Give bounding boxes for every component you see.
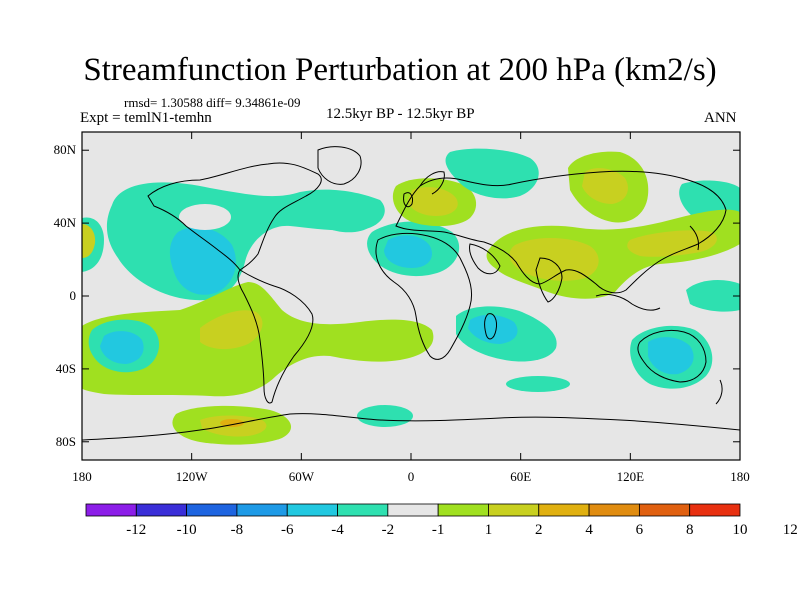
- colorbar-swatch: [286, 503, 338, 517]
- colorbar-swatch: [538, 503, 590, 517]
- plot-title: Streamfunction Perturbation at 200 hPa (…: [83, 52, 717, 88]
- lat-tick-label: 80N: [54, 142, 77, 157]
- coast-japan: [689, 225, 699, 251]
- experiment-label: Expt = temlN1-temhn: [80, 110, 212, 126]
- contour-sw-pacific-inner: [100, 331, 144, 364]
- coast-africa: [375, 232, 473, 360]
- coast-new-zealand: [715, 379, 723, 405]
- contour-west-pacific: [686, 280, 740, 312]
- colorbar-label: 4: [585, 522, 593, 538]
- lon-tick-label: 60E: [510, 469, 531, 484]
- colorbar-label: 8: [686, 522, 694, 538]
- colorbar-swatch: [236, 503, 288, 517]
- lat-tick-label: 40S: [56, 361, 76, 376]
- contour-n-pacific-inner: [169, 227, 236, 295]
- colorbar: -12 -10 -8 -6 -4 -2 -1 1 2 4 6 8 10 12: [85, 503, 798, 538]
- contour-south-pacific: [82, 282, 434, 397]
- colorbar-label: -12: [126, 522, 146, 538]
- colorbar-label: -2: [382, 522, 395, 538]
- colorbar-swatch: [689, 503, 741, 517]
- season-label: ANN: [704, 110, 737, 126]
- coastlines: [82, 146, 740, 441]
- period-label: 12.5kyr BP - 12.5kyr BP: [326, 106, 475, 122]
- colorbar-swatch: [588, 503, 640, 517]
- coast-north-america: [147, 162, 322, 271]
- lat-tick-label: 40N: [54, 215, 77, 230]
- contour-south-indian-blob: [506, 376, 570, 392]
- coast-arabia: [469, 243, 501, 275]
- colorbar-label: -6: [281, 522, 294, 538]
- contour-europe-inner: [408, 187, 458, 216]
- contour-s-pacific-inner: [200, 310, 263, 350]
- colorbar-swatch: [186, 503, 238, 517]
- contour-asia-east-inner: [627, 230, 717, 257]
- lon-tick-label: 0: [408, 469, 415, 484]
- latitude-axis: 80N 40N 0 40S 80S: [54, 142, 740, 449]
- colorbar-swatch: [85, 503, 137, 517]
- contour-pacific-hole: [179, 204, 231, 230]
- contour-asia-inner: [509, 237, 599, 281]
- lon-tick-label: 120W: [176, 469, 209, 484]
- contour-trop-atl-inner: [384, 235, 432, 268]
- colorbar-swatch: [437, 503, 489, 517]
- coast-antarctica: [82, 413, 740, 441]
- colorbar-label: -1: [432, 522, 445, 538]
- contour-south-atlantic-blob: [357, 405, 413, 427]
- colorbar-label: 10: [733, 522, 748, 538]
- colorbar-swatch: [387, 503, 439, 517]
- contour-australia-inner: [648, 337, 694, 375]
- lon-tick-label: 120E: [617, 469, 645, 484]
- colorbar-swatch: [638, 503, 691, 517]
- longitude-axis: 180 120W 60W 0 60E 120E 180: [72, 132, 750, 484]
- colorbar-swatch: [135, 503, 188, 517]
- coast-australia: [637, 329, 707, 383]
- colorbar-label: 1: [485, 522, 493, 538]
- coast-greenland: [317, 146, 362, 185]
- coast-south-america: [237, 269, 314, 404]
- coast-madagascar: [484, 313, 497, 340]
- lon-tick-label: 180: [72, 469, 92, 484]
- coast-uk: [403, 192, 413, 208]
- contour-arctic-atlantic: [445, 148, 539, 199]
- statistics-label: rmsd= 1.30588 diff= 9.34861e-09: [124, 95, 301, 110]
- contour-indian-inner: [468, 314, 518, 344]
- colorbar-label: 2: [535, 522, 543, 538]
- colorbar-label: -10: [177, 522, 197, 538]
- lat-tick-label: 0: [70, 288, 77, 303]
- colorbar-label: 6: [636, 522, 644, 538]
- coast-eurasia: [395, 170, 727, 294]
- lon-tick-label: 60W: [289, 469, 315, 484]
- colorbar-label: -4: [331, 522, 344, 538]
- lat-tick-label: 80S: [56, 434, 76, 449]
- coast-se-asia: [595, 293, 661, 311]
- coast-scandinavia: [419, 171, 445, 195]
- colorbar-label: 12: [783, 522, 798, 538]
- colorbar-label: -8: [231, 522, 244, 538]
- lon-tick-label: 180: [730, 469, 750, 484]
- contour-antarctic-core: [220, 419, 244, 427]
- contour-siberia-inner: [582, 168, 628, 204]
- coast-india: [535, 257, 563, 303]
- contour-north-atlantic: [312, 198, 376, 233]
- colorbar-swatch: [488, 503, 540, 517]
- contour-west-edge-pos: [82, 224, 96, 258]
- colorbar-swatch: [337, 503, 389, 517]
